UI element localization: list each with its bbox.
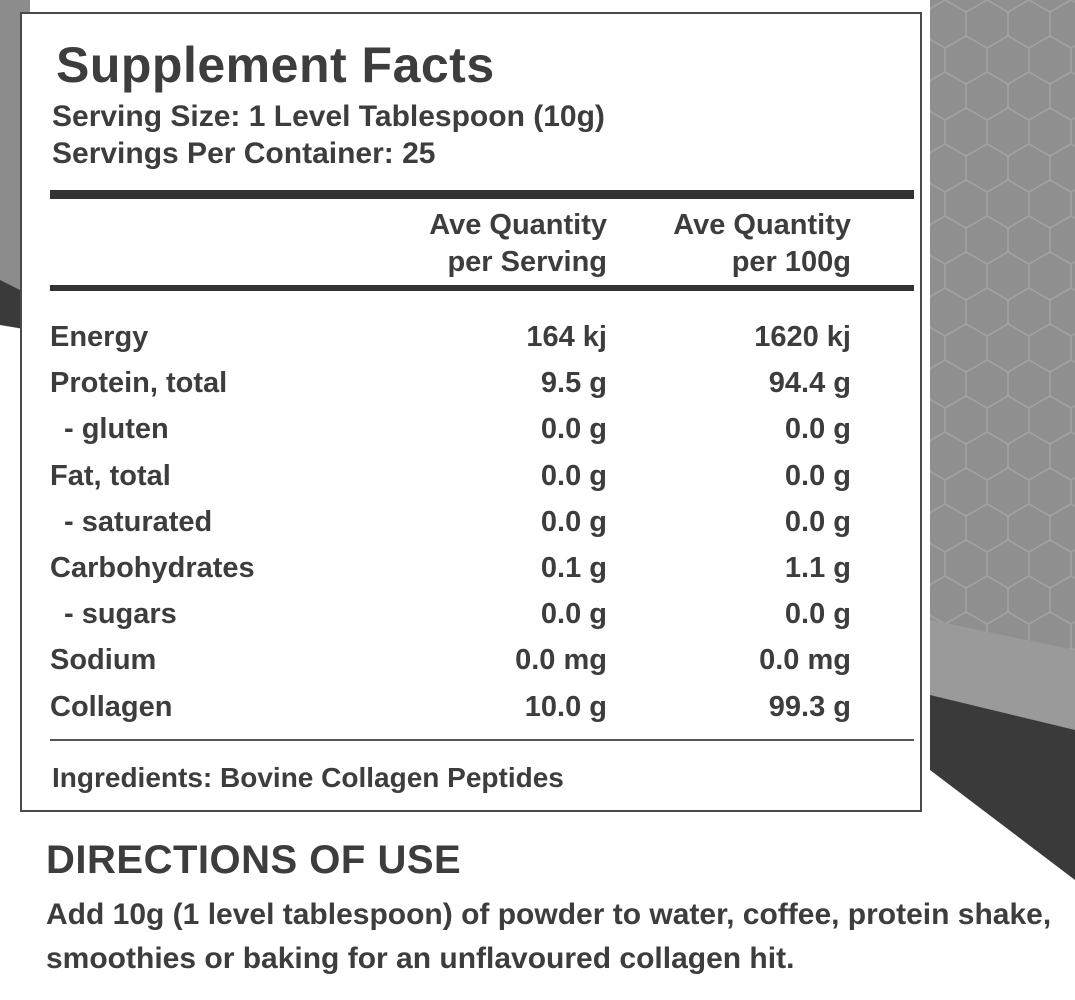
table-row: Collagen 10.0 g 99.3 g [22,684,920,730]
table-row: Carbohydrates 0.1 g 1.1 g [22,545,920,591]
divider-thick-header [50,285,914,291]
per-serving-value: 164 kj [526,321,607,353]
per-serving-value: 0.0 g [540,505,607,538]
per-100g-value: 94.4 g [768,367,851,400]
serving-size: Serving Size: 1 Level Tablespoon (10g) [52,100,605,133]
per-serving-value: 0.0 g [540,598,607,631]
per-serving-value: 9.5 g [540,367,607,400]
directions-text: Add 10g (1 level tablespoon) of powder t… [46,898,1052,975]
divider-thick-top [50,190,914,199]
nutrient-name: Energy [50,321,149,353]
per-100g-value: 0.0 g [784,505,851,538]
nutrient-name: Fat, total [50,459,171,492]
table-row: Protein, total 9.5 g 94.4 g [22,360,920,406]
servings-per-container: Servings Per Container: 25 [52,137,436,170]
per-100g-value: 0.0 mg [759,644,851,677]
nutrient-name: - sugars [64,598,177,631]
table-row: - saturated 0.0 g 0.0 g [22,499,920,545]
per-serving-value: 0.0 mg [515,644,607,677]
column-header-per-serving: Ave Quantity per Serving [429,209,607,278]
per-100g-value: 1.1 g [784,551,851,584]
per-serving-value: 10.0 g [524,690,607,723]
nutrient-name: Sodium [50,644,157,677]
per-100g-value: 99.3 g [768,690,851,723]
table-row: - sugars 0.0 g 0.0 g [22,591,920,637]
ingredients-text: Ingredients: Bovine Collagen Peptides [52,762,564,793]
per-100g-value: 0.0 g [784,459,851,492]
nutrient-name: - saturated [64,505,213,538]
per-100g-value: 0.0 g [784,598,851,631]
table-row: - gluten 0.0 g 0.0 g [22,406,920,452]
nutrient-name: Protein, total [50,367,228,400]
column-header-per-100g: Ave Quantity per 100g [673,209,851,278]
table-row: Fat, total 0.0 g 0.0 g [22,453,920,499]
table-row: Sodium 0.0 mg 0.0 mg [22,637,920,683]
table-row: Energy 164 kj 1620 kj [22,314,920,360]
per-serving-value: 0.0 g [540,459,607,492]
supplement-facts-title: Supplement Facts [56,37,495,93]
divider-thin [50,739,914,741]
supplement-facts-panel: Supplement Facts Serving Size: 1 Level T… [20,12,922,812]
nutrient-name: Collagen [50,690,173,723]
serving-info: Serving Size: 1 Level Tablespoon (10g) S… [52,98,605,172]
per-100g-value: 0.0 g [784,413,851,446]
directions-title: DIRECTIONS OF USE [46,838,462,882]
nutrient-table: Energy 164 kj 1620 kj Protein, total 9.5… [22,314,920,730]
per-serving-value: 0.1 g [540,551,607,584]
nutrient-name: - gluten [64,413,169,446]
per-100g-value: 1620 kj [754,321,851,353]
per-serving-value: 0.0 g [540,413,607,446]
nutrient-name: Carbohydrates [50,551,255,584]
